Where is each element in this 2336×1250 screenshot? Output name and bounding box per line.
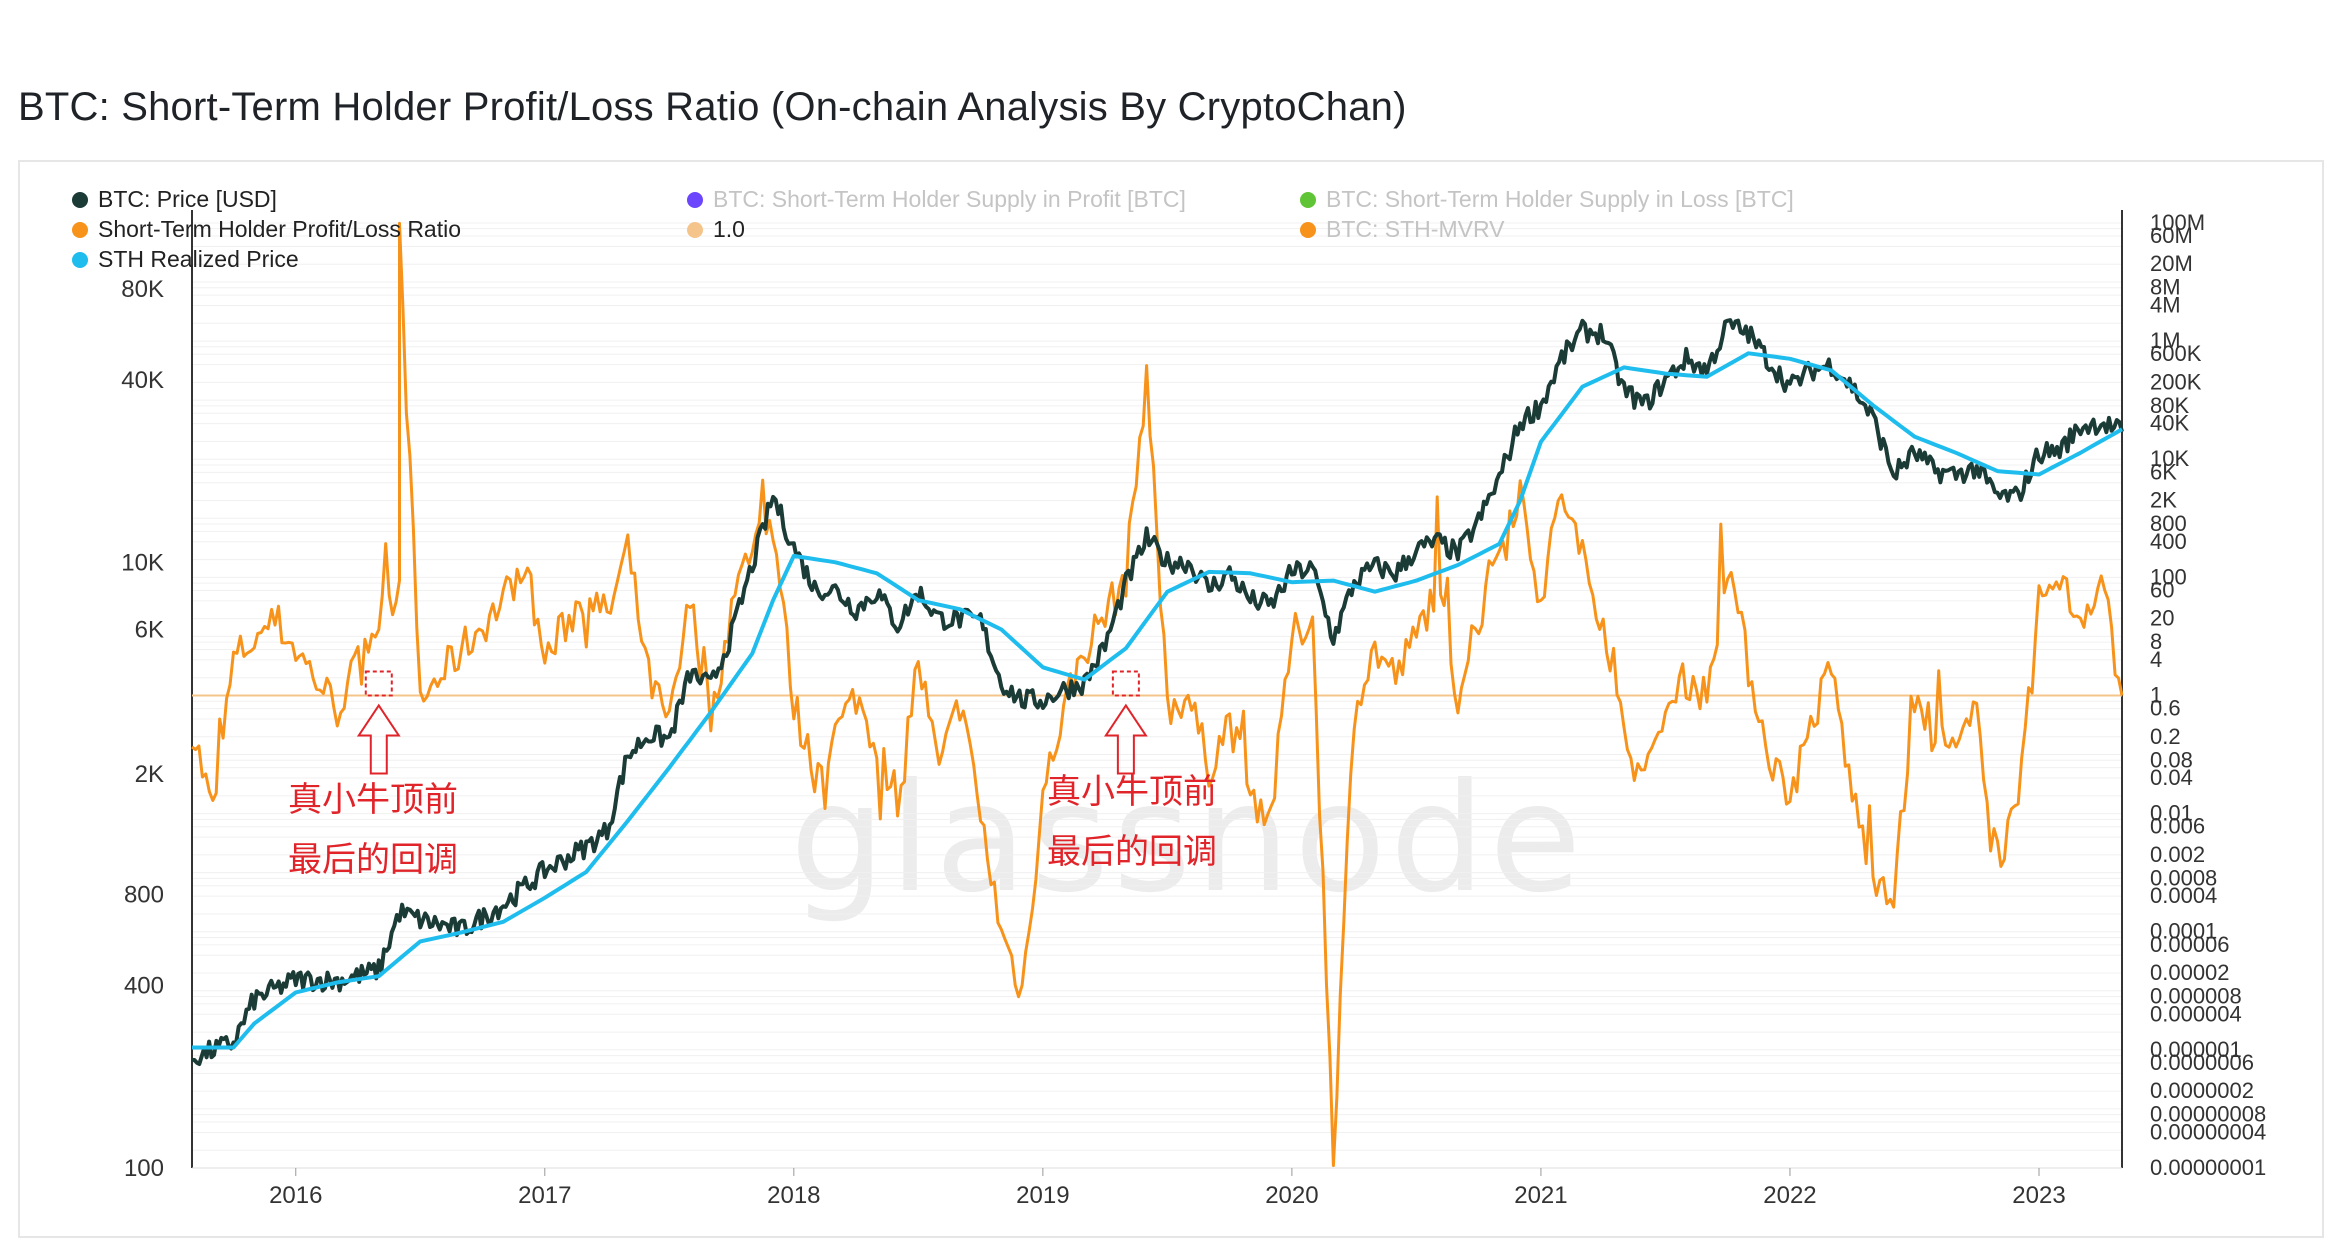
legend-dot-supply-loss [1300,192,1316,208]
legend-supply-profit[interactable]: BTC: Short-Term Holder Supply in Profit … [687,186,1186,213]
legend-dot-sth-mvrv [1300,222,1316,238]
legend-dot-supply-profit [687,192,703,208]
right-tick-label: 0.04 [2150,765,2193,790]
right-tick-label: 6K [2150,459,2177,484]
left-tick-label: 40K [121,367,164,394]
legend-dot-sth-realized [72,252,88,268]
legend-price[interactable]: BTC: Price [USD] [72,186,277,213]
left-tick-label: 10K [121,549,164,576]
right-tick-label: 1M [2150,328,2181,353]
legend-dot-ratio [72,222,88,238]
right-tick-label: 0.0001 [2150,919,2217,944]
right-tick-label: 4M [2150,293,2181,318]
right-tick-label: 8M [2150,275,2181,300]
right-tick-label: 60M [2150,223,2193,248]
legend-sth-mvrv[interactable]: BTC: STH-MVRV [1300,216,1504,243]
right-tick-label: 0.00006 [2150,932,2230,957]
right-tick-label: 400 [2150,529,2187,554]
right-tick-label: 0.0008 [2150,865,2217,890]
right-tick-label: 0.0000002 [2150,1078,2254,1103]
x-tick-label: 2017 [518,1182,571,1209]
right-tick-label: 0.00000008 [2150,1102,2266,1127]
right-tick-label: 100 [2150,564,2187,589]
annotation-1: 真小牛顶前 最后的回调 [288,770,458,890]
x-tick-label: 2023 [2012,1182,2065,1209]
chart[interactable]: 2016 2017 2018 2019 2020 2021 2022 202380K40K10… [20,162,2322,1236]
annotation-1-marker-box [364,670,393,697]
right-tick-label: 80K [2150,393,2189,418]
right-tick-label: 0.00000001 [2150,1155,2266,1180]
annotation-2-marker [1104,670,1148,775]
right-tick-label: 0.08 [2150,747,2193,772]
right-tick-label: 0.006 [2150,814,2205,839]
annotation-2-marker-arrow [1104,703,1148,775]
legend-ratio[interactable]: Short-Term Holder Profit/Loss Ratio [72,216,461,243]
right-tick-label: 40K [2150,411,2189,436]
left-tick-label: 2K [135,761,164,788]
annotation-1-marker-arrow [356,703,401,775]
annotation-1-marker [356,670,401,775]
x-tick-label: 2016 [269,1182,322,1209]
annotation-1-line1: 真小牛顶前 [288,780,458,820]
x-tick-label: 2019 [1016,1182,1069,1209]
right-tick-label: 60 [2150,577,2174,602]
annotation-2-marker-box [1111,670,1140,697]
right-tick-label: 20 [2150,606,2174,631]
right-tick-label: 0.002 [2150,842,2205,867]
x-tick-label: 2021 [1514,1182,1567,1209]
right-tick-label: 0.6 [2150,696,2181,721]
legend-dot-one-line [687,222,703,238]
right-tick-label: 1 [2150,682,2162,707]
annotation-2: 真小牛顶前 最后的回调 [1047,762,1217,882]
right-tick-label: 100M [2150,210,2205,235]
right-tick-label: 800 [2150,511,2187,536]
left-tick-label: 80K [121,276,164,303]
right-tick-label: 0.01 [2150,801,2193,826]
watermark: glassnode [790,752,1586,926]
legend-one-line[interactable]: 1.0 [687,216,745,243]
page-title: BTC: Short-Term Holder Profit/Loss Ratio… [18,84,1407,129]
right-tick-label: 0.2 [2150,724,2181,749]
legend-sth-realized[interactable]: STH Realized Price [72,246,299,273]
right-tick-label: 0.000001 [2150,1037,2242,1062]
right-tick-label: 200K [2150,369,2202,394]
annotation-1-line2: 最后的回调 [288,840,458,880]
series-profit-loss-ratio-line [191,221,2124,1167]
right-tick-label: 4 [2150,647,2162,672]
x-tick-label: 2020 [1265,1182,1318,1209]
right-tick-label: 0.000004 [2150,1001,2242,1026]
legend-dot-price [72,192,88,208]
right-tick-label: 0.0004 [2150,883,2217,908]
legend-supply-loss[interactable]: BTC: Short-Term Holder Supply in Loss [B… [1300,186,1794,213]
right-tick-label: 8 [2150,629,2162,654]
left-tick-label: 6K [135,616,164,643]
left-tick-label: 100 [124,1155,164,1182]
x-tick-label: 2018 [767,1182,820,1209]
right-tick-label: 2K [2150,487,2177,512]
series-price-line [191,318,2124,1066]
right-tick-label: 0.00000004 [2150,1119,2266,1144]
right-tick-label: 0.000008 [2150,984,2242,1009]
chart-panel: glassnode 2016 2017 2018 2019 2020 2021 2022 20… [18,160,2324,1238]
left-tick-label: 400 [124,973,164,1000]
right-tick-label: 0.0000006 [2150,1050,2254,1075]
right-tick-label: 600K [2150,341,2202,366]
right-tick-label: 0.00002 [2150,960,2230,985]
right-tick-label: 10K [2150,446,2189,471]
series-sth-realized-line [192,351,2123,1050]
annotation-2-line2: 最后的回调 [1047,832,1217,872]
right-tick-label: 20M [2150,251,2193,276]
annotation-2-line1: 真小牛顶前 [1047,772,1217,812]
left-tick-label: 800 [124,882,164,909]
x-tick-label: 2022 [1763,1182,1816,1209]
